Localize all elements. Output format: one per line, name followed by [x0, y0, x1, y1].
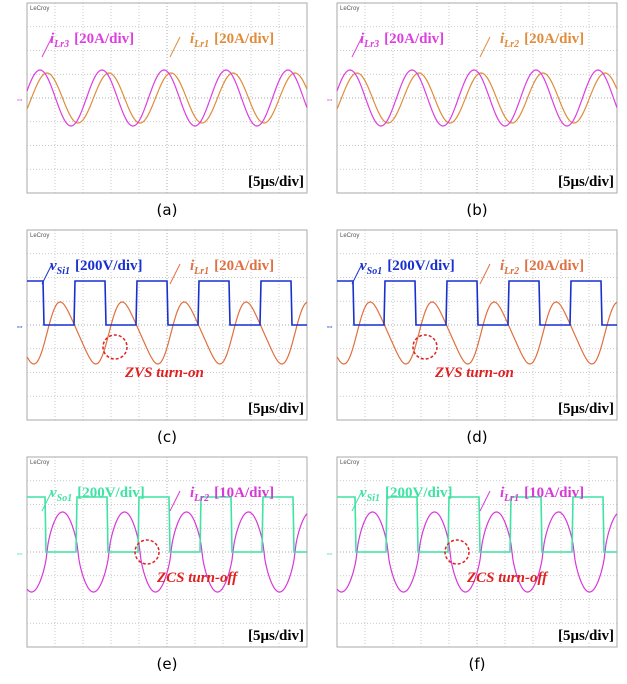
- trace-subscript: Lr1: [193, 39, 209, 50]
- ground-marker: ⇔: [325, 548, 334, 558]
- trace-scale: [200V/div]: [77, 485, 145, 501]
- caption: (d): [466, 428, 487, 446]
- panel: LeCroy⇔vSo1[200V/div]iLr2[20A/div]ZVS tu…: [325, 230, 617, 446]
- panel: LeCroy⇔vSi1[200V/div]iLr1[10A/div]ZCS tu…: [325, 457, 617, 673]
- trace-subscript: Lr1: [193, 266, 209, 277]
- trace-subscript: Lr2: [193, 493, 209, 504]
- timebase: [5μs/div]: [248, 628, 304, 644]
- figure: LeCroy⇔iLr3[20A/div]iLr1[20A/div][5μs/di…: [0, 0, 627, 684]
- annotation: ZCS turn-off: [156, 570, 239, 586]
- trace-subscript: So1: [367, 266, 383, 277]
- trace-scale: [200V/div]: [75, 258, 143, 274]
- trace-scale: [20A/div]: [74, 31, 134, 47]
- timebase: [5μs/div]: [558, 628, 614, 644]
- panel: LeCroy⇔iLr3[20A/div]iLr1[20A/div][5μs/di…: [15, 3, 307, 219]
- trace-scale: [200V/div]: [387, 258, 455, 274]
- brand: LeCroy: [340, 460, 359, 466]
- annotation: ZVS turn-on: [434, 365, 514, 381]
- trace-scale: [20A/div]: [384, 31, 444, 47]
- trace-scale: [10A/div]: [524, 485, 584, 501]
- caption: (b): [466, 201, 487, 219]
- trace-subscript: So1: [57, 493, 73, 504]
- panel: LeCroy⇔vSi1[200V/div]iLr1[20A/div]ZVS tu…: [15, 230, 307, 446]
- trace-scale: [20A/div]: [214, 31, 274, 47]
- trace-scale: [20A/div]: [524, 31, 584, 47]
- timebase: [5μs/div]: [558, 174, 614, 190]
- trace-subscript: Si1: [367, 493, 380, 504]
- brand: LeCroy: [340, 6, 359, 12]
- ground-marker: ⇔: [15, 94, 24, 104]
- timebase: [5μs/div]: [248, 174, 304, 190]
- timebase: [5μs/div]: [248, 401, 304, 417]
- trace-scale: [20A/div]: [214, 258, 274, 274]
- caption: (c): [157, 428, 177, 446]
- trace-subscript: Lr3: [53, 39, 69, 50]
- timebase: [5μs/div]: [558, 401, 614, 417]
- page: LeCroy⇔iLr3[20A/div]iLr1[20A/div][5μs/di…: [0, 0, 627, 684]
- brand: LeCroy: [30, 460, 49, 466]
- caption: (f): [469, 655, 486, 673]
- panel: LeCroy⇔iLr3[20A/div]iLr2[20A/div][5μs/di…: [325, 3, 617, 219]
- brand: LeCroy: [30, 6, 49, 12]
- ground-marker: ⇔: [325, 94, 334, 104]
- trace-subscript: Lr2: [503, 39, 519, 50]
- trace-subscript: Lr3: [363, 39, 379, 50]
- caption: (a): [157, 201, 178, 219]
- brand: LeCroy: [340, 233, 359, 239]
- ground-marker: ⇔: [15, 548, 24, 558]
- trace-scale: [10A/div]: [214, 485, 274, 501]
- annotation: ZCS turn-off: [466, 570, 549, 586]
- trace-subscript: Lr2: [503, 266, 519, 277]
- trace-scale: [200V/div]: [385, 485, 453, 501]
- trace-subscript: Lr1: [503, 493, 519, 504]
- caption: (e): [157, 655, 178, 673]
- brand: LeCroy: [30, 233, 49, 239]
- trace-scale: [20A/div]: [524, 258, 584, 274]
- annotation: ZVS turn-on: [124, 365, 204, 381]
- ground-marker: ⇔: [15, 321, 24, 331]
- ground-marker: ⇔: [325, 321, 334, 331]
- trace-subscript: Si1: [57, 266, 70, 277]
- panel: LeCroy⇔vSo1[200V/div]iLr2[10A/div]ZCS tu…: [15, 457, 307, 673]
